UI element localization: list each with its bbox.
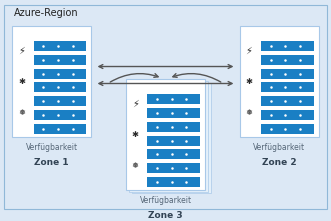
FancyBboxPatch shape — [147, 177, 200, 187]
FancyBboxPatch shape — [240, 26, 319, 137]
FancyBboxPatch shape — [34, 96, 86, 106]
FancyBboxPatch shape — [261, 41, 314, 51]
Text: Zone 2: Zone 2 — [262, 158, 297, 167]
FancyBboxPatch shape — [34, 69, 86, 79]
FancyBboxPatch shape — [261, 96, 314, 106]
FancyBboxPatch shape — [34, 110, 86, 120]
Text: ✱: ✱ — [245, 77, 253, 86]
FancyBboxPatch shape — [147, 122, 200, 132]
FancyBboxPatch shape — [34, 55, 86, 65]
FancyBboxPatch shape — [147, 163, 200, 173]
Text: Zone 1: Zone 1 — [34, 158, 69, 167]
Text: Verfügbarkeit: Verfügbarkeit — [253, 143, 305, 152]
FancyBboxPatch shape — [147, 149, 200, 159]
FancyBboxPatch shape — [34, 124, 86, 134]
FancyBboxPatch shape — [129, 81, 208, 192]
Text: ⚡: ⚡ — [18, 46, 25, 55]
FancyBboxPatch shape — [261, 55, 314, 65]
Text: ❅: ❅ — [245, 108, 253, 117]
FancyBboxPatch shape — [12, 26, 91, 137]
Text: Azure-Region: Azure-Region — [14, 8, 78, 18]
Text: ❅: ❅ — [18, 108, 25, 117]
Text: ✱: ✱ — [132, 130, 139, 139]
Text: ❅: ❅ — [132, 161, 139, 170]
FancyBboxPatch shape — [147, 94, 200, 104]
Text: Verfügbarkeit: Verfügbarkeit — [139, 196, 192, 205]
FancyBboxPatch shape — [132, 83, 211, 193]
FancyBboxPatch shape — [261, 82, 314, 92]
FancyBboxPatch shape — [261, 124, 314, 134]
FancyBboxPatch shape — [147, 135, 200, 146]
Text: Verfügbarkeit: Verfügbarkeit — [26, 143, 78, 152]
FancyBboxPatch shape — [126, 79, 205, 190]
FancyBboxPatch shape — [147, 108, 200, 118]
FancyBboxPatch shape — [34, 82, 86, 92]
Text: ⚡: ⚡ — [132, 99, 139, 109]
FancyBboxPatch shape — [261, 69, 314, 79]
Text: Zone 3: Zone 3 — [148, 211, 183, 220]
FancyBboxPatch shape — [4, 5, 327, 209]
Text: ✱: ✱ — [18, 77, 25, 86]
FancyBboxPatch shape — [261, 110, 314, 120]
FancyBboxPatch shape — [34, 41, 86, 51]
Text: ⚡: ⚡ — [246, 46, 252, 55]
